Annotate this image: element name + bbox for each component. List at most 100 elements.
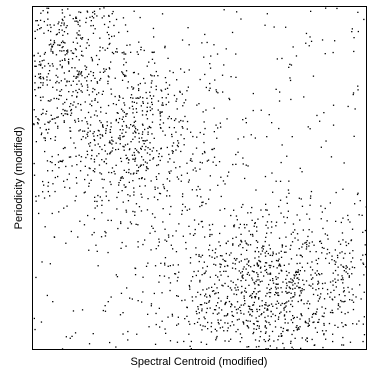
- data-point: [329, 202, 331, 204]
- data-point: [362, 340, 364, 343]
- data-point: [122, 312, 124, 314]
- data-point: [265, 327, 268, 329]
- data-point: [144, 185, 146, 187]
- data-point: [114, 173, 116, 175]
- data-point: [128, 171, 130, 174]
- data-point: [144, 161, 147, 163]
- data-point: [280, 212, 282, 214]
- data-point: [319, 274, 321, 276]
- data-point: [72, 41, 74, 43]
- data-point: [71, 165, 73, 167]
- data-point: [246, 263, 248, 265]
- data-point: [268, 304, 270, 306]
- data-point: [84, 191, 86, 193]
- data-point: [261, 313, 263, 315]
- data-point: [236, 219, 238, 221]
- data-point: [292, 315, 294, 317]
- data-point: [340, 278, 342, 281]
- data-point: [195, 147, 198, 149]
- data-point: [131, 101, 133, 103]
- data-point: [168, 115, 170, 118]
- data-point: [34, 89, 36, 91]
- data-point: [79, 25, 81, 27]
- data-point: [107, 82, 109, 85]
- data-point: [248, 346, 250, 348]
- data-point: [39, 73, 42, 75]
- data-point: [85, 66, 88, 68]
- data-point: [294, 294, 296, 296]
- data-point: [129, 44, 131, 46]
- data-point: [102, 71, 105, 73]
- data-point: [215, 124, 217, 126]
- data-point: [92, 170, 94, 172]
- data-point: [264, 332, 267, 334]
- data-point: [235, 53, 237, 55]
- data-point: [290, 342, 292, 344]
- data-point: [145, 91, 147, 94]
- data-point: [63, 31, 66, 33]
- data-point: [283, 315, 286, 317]
- data-point: [268, 291, 270, 294]
- data-point: [180, 68, 182, 70]
- data-point: [63, 22, 65, 24]
- data-point: [107, 251, 109, 254]
- data-point: [109, 68, 111, 70]
- data-point: [95, 110, 97, 112]
- data-point: [337, 279, 339, 281]
- data-point: [149, 126, 151, 128]
- data-point: [252, 92, 254, 95]
- data-point: [251, 233, 254, 236]
- data-point: [116, 196, 118, 199]
- data-point: [312, 277, 314, 279]
- data-point: [289, 310, 291, 313]
- data-point: [96, 250, 98, 252]
- data-point: [233, 224, 236, 226]
- data-point: [118, 95, 120, 97]
- data-point: [74, 48, 77, 50]
- data-point: [209, 63, 211, 65]
- data-point: [258, 279, 260, 281]
- data-point: [75, 49, 77, 51]
- data-point: [232, 315, 235, 317]
- data-point: [147, 313, 149, 315]
- data-point: [245, 242, 247, 244]
- data-point: [360, 298, 362, 300]
- data-point: [197, 308, 199, 310]
- data-point: [64, 101, 66, 104]
- x-axis-label: Spectral Centroid (modified): [131, 356, 268, 368]
- data-point: [137, 241, 139, 243]
- data-point: [92, 24, 94, 27]
- data-point: [209, 229, 211, 231]
- data-point: [264, 255, 267, 257]
- data-point: [141, 145, 143, 148]
- data-point: [257, 264, 260, 266]
- data-point: [316, 114, 318, 117]
- data-point: [298, 328, 300, 330]
- data-point: [63, 120, 65, 122]
- data-point: [105, 162, 108, 165]
- data-point: [80, 37, 82, 39]
- data-point: [204, 302, 206, 304]
- data-point: [364, 253, 367, 256]
- data-point: [304, 321, 306, 323]
- data-point: [120, 292, 123, 294]
- data-point: [92, 74, 94, 77]
- data-point: [192, 276, 194, 278]
- data-point: [157, 245, 160, 247]
- data-point: [293, 277, 295, 279]
- data-point: [210, 322, 213, 324]
- data-point: [344, 324, 346, 326]
- data-point: [209, 235, 211, 237]
- data-point: [96, 200, 98, 203]
- data-point: [102, 135, 104, 137]
- data-point: [85, 17, 88, 19]
- data-point: [145, 114, 147, 116]
- data-point: [115, 149, 117, 151]
- data-point: [334, 249, 336, 251]
- data-point: [134, 158, 136, 161]
- data-point: [123, 51, 125, 53]
- data-point: [288, 291, 290, 293]
- data-point: [299, 167, 301, 169]
- data-point: [158, 192, 161, 194]
- data-point: [215, 339, 217, 341]
